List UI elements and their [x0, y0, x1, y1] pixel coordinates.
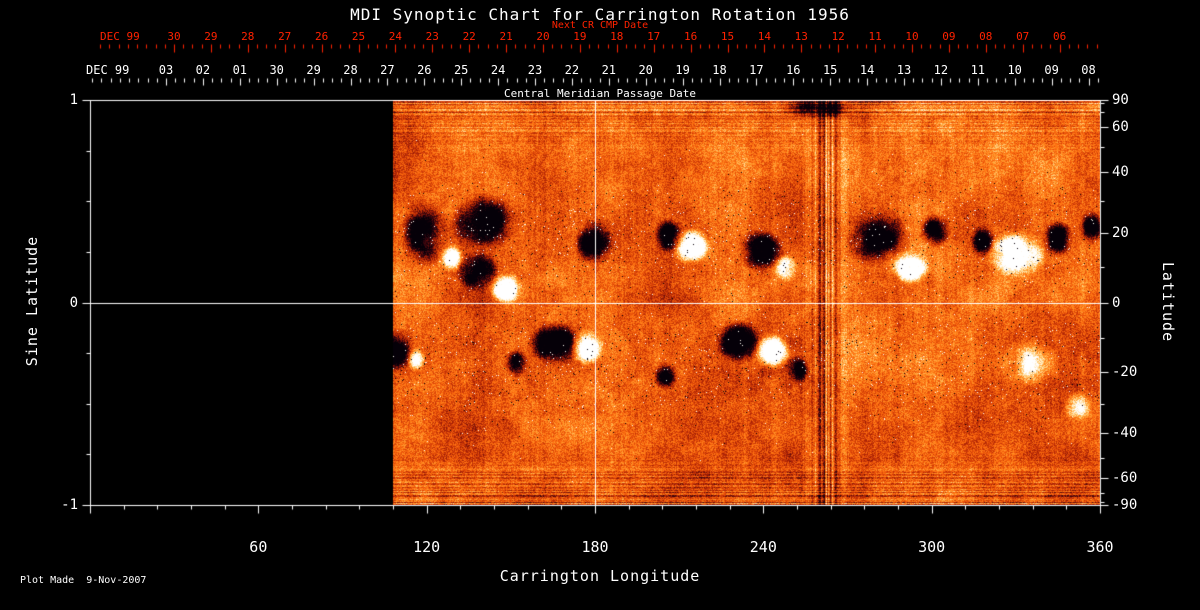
longitude-tick-label: 60: [249, 538, 268, 556]
cmp-date-tick-label: 09: [1044, 63, 1059, 77]
next-cr-tick-label: 20: [536, 30, 550, 43]
longitude-tick-label: 360: [1086, 538, 1114, 556]
cmp-date-tick-label: 16: [786, 63, 801, 77]
cmp-date-tick-label: 26: [417, 63, 432, 77]
cmp-date-tick-label: 01: [232, 63, 248, 77]
next-cr-tick-label: 22: [462, 30, 476, 43]
sine-latitude-tick-label: 0: [69, 294, 78, 311]
latitude-tick-label: -20: [1112, 363, 1138, 380]
next-cr-tick-label: 30: [167, 30, 181, 43]
cmp-date-tick-label: 28: [343, 63, 358, 77]
next-cr-tick-label: 08: [979, 30, 993, 43]
next-cr-month-label: DEC 99: [100, 30, 140, 43]
cmp-date-tick-label: 12: [933, 63, 949, 77]
cmp-date-tick-label: 30: [269, 63, 284, 77]
next-cr-tick-label: 18: [610, 30, 624, 43]
cmp-date-tick-label: 24: [490, 63, 506, 77]
next-cr-tick-label: 29: [204, 30, 218, 43]
longitude-tick-label: 120: [413, 538, 441, 556]
next-cr-tick-label: 13: [794, 30, 808, 43]
next-cr-tick-label: 25: [351, 30, 366, 43]
cmp-date-tick-label: 10: [1007, 63, 1022, 77]
plot-made-timestamp: Plot Made 9-Nov-2007: [20, 575, 147, 586]
cmp-date-tick-label: 20: [638, 63, 653, 77]
magnetogram-canvas: [90, 100, 1100, 505]
cmp-date-tick-label: 22: [564, 63, 580, 77]
y-axis-left-title: Sine Latitude: [23, 235, 41, 367]
cmp-date-tick-label: 19: [675, 63, 690, 77]
next-cr-tick-label: 17: [647, 30, 661, 43]
cmp-date-tick-label: 15: [822, 63, 838, 77]
cmp-date-tick-label: 17: [749, 63, 764, 77]
cmp-date-tick-label: 23: [527, 63, 543, 77]
next-cr-tick-label: 27: [278, 30, 292, 43]
next-cr-tick-label: 28: [241, 30, 255, 43]
latitude-tick-label: 20: [1112, 225, 1129, 242]
next-cr-tick-label: 23: [425, 30, 439, 43]
x-axis-title: Carrington Longitude: [499, 567, 701, 585]
next-cr-tick-label: 19: [573, 30, 587, 43]
cmp-axis-title: Central Meridian Passage Date: [503, 87, 697, 100]
longitude-tick-label: 180: [581, 538, 609, 556]
next-cr-tick-label: 15: [720, 30, 735, 43]
latitude-tick-label: 0: [1112, 294, 1121, 311]
next-cr-tick-label: 10: [905, 30, 919, 43]
next-cr-tick-label: 12: [831, 30, 845, 43]
next-cr-tick-label: 14: [757, 30, 772, 43]
cmp-date-tick-label: 13: [896, 63, 912, 77]
next-cr-tick-label: 07: [1016, 30, 1030, 43]
cmp-date-tick-label: 21: [601, 63, 617, 77]
latitude-tick-label: -60: [1112, 469, 1138, 486]
cmp-date-tick-label: 03: [158, 63, 174, 77]
cmp-date-tick-label: 29: [306, 63, 321, 77]
next-cr-tick-label: 24: [388, 30, 403, 43]
sine-latitude-tick-label: -1: [61, 497, 78, 513]
cmp-date-tick-label: 11: [970, 63, 986, 77]
next-cr-tick-label: 09: [942, 30, 956, 43]
latitude-tick-label: 90: [1112, 92, 1129, 108]
next-cr-tick-label: 06: [1052, 30, 1067, 43]
longitude-tick-label: 240: [749, 538, 777, 556]
y-axis-right-title: Latitude: [1159, 261, 1177, 343]
next-cr-tick-label: 16: [683, 30, 698, 43]
latitude-tick-label: 40: [1112, 164, 1129, 181]
next-cr-tick-label: 21: [499, 30, 513, 43]
cmp-date-tick-label: 25: [453, 63, 469, 77]
next-cr-tick-label: 26: [314, 30, 329, 43]
cmp-date-tick-label: 08: [1081, 63, 1096, 77]
sine-latitude-tick-label: 1: [69, 92, 78, 108]
cmp-date-tick-label: 02: [195, 63, 211, 77]
next-cr-tick-label: 11: [868, 30, 882, 43]
cmp-date-tick-label: 14: [859, 63, 875, 77]
latitude-tick-label: -40: [1112, 424, 1138, 441]
latitude-tick-label: 60: [1112, 119, 1129, 136]
cmp-month-label: DEC 99: [86, 63, 130, 77]
cmp-date-tick-label: 18: [712, 63, 727, 77]
latitude-tick-label: -90: [1112, 497, 1138, 513]
cmp-date-tick-label: 27: [380, 63, 395, 77]
longitude-tick-label: 300: [918, 538, 946, 556]
